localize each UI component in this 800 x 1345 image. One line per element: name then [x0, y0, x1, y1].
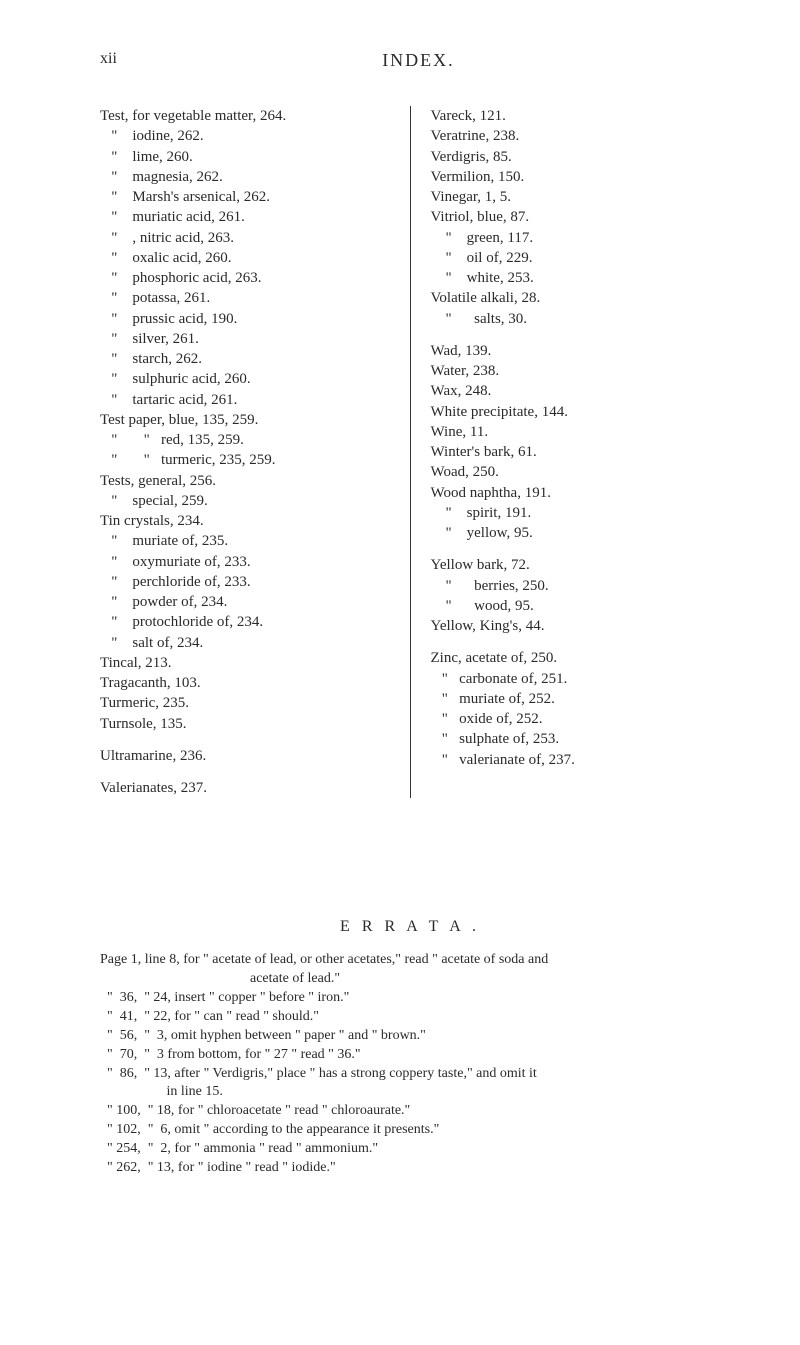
errata-entry: " 86, " 13, after " Verdigris," place " …	[100, 1065, 720, 1084]
errata-section: E R R A T A . Page 1, line 8, for " acet…	[100, 918, 720, 1178]
section-gap	[100, 766, 390, 778]
page-header: xii INDEX.	[100, 50, 720, 71]
index-entry: Winter's bark, 61.	[431, 442, 721, 462]
errata-entry: in line 15.	[100, 1083, 720, 1102]
errata-intro-cont: acetate of lead."	[100, 970, 720, 989]
index-entry: " oxymuriate of, 233.	[100, 552, 390, 572]
index-entry: " " red, 135, 259.	[100, 430, 390, 450]
left-column: Test, for vegetable matter, 264. " iodin…	[100, 106, 390, 798]
index-entry: " oxide of, 252.	[431, 709, 721, 729]
errata-entry: " 100, " 18, for " chloroacetate " read …	[100, 1102, 720, 1121]
errata-entry: " 70, " 3 from bottom, for " 27 " read "…	[100, 1046, 720, 1065]
index-entry: Vermilion, 150.	[431, 167, 721, 187]
index-entry: " " turmeric, 235, 259.	[100, 450, 390, 470]
index-entry: " protochloride of, 234.	[100, 612, 390, 632]
index-entry: " , nitric acid, 263.	[100, 228, 390, 248]
index-entry: Test, for vegetable matter, 264.	[100, 106, 390, 126]
page-number: xii	[100, 50, 117, 71]
index-entry: " lime, 260.	[100, 147, 390, 167]
section-gap	[431, 636, 721, 648]
errata-lines: " 36, " 24, insert " copper " before " i…	[100, 989, 720, 1178]
index-entry: Zinc, acetate of, 250.	[431, 648, 721, 668]
index-entry: " oxalic acid, 260.	[100, 248, 390, 268]
right-column: Vareck, 121.Veratrine, 238.Verdigris, 85…	[431, 106, 721, 798]
index-entry: " magnesia, 262.	[100, 167, 390, 187]
index-entry: Valerianates, 237.	[100, 778, 390, 798]
index-entry: " green, 117.	[431, 228, 721, 248]
index-entry: Tin crystals, 234.	[100, 511, 390, 531]
index-entry: " starch, 262.	[100, 349, 390, 369]
index-entry: " muriate of, 252.	[431, 689, 721, 709]
index-entry: " potassa, 261.	[100, 288, 390, 308]
index-entry: " perchloride of, 233.	[100, 572, 390, 592]
index-entry: " prussic acid, 190.	[100, 309, 390, 329]
index-entry: Vitriol, blue, 87.	[431, 207, 721, 227]
errata-title: E R R A T A .	[100, 918, 720, 936]
errata-entry: " 254, " 2, for " ammonia " read " ammon…	[100, 1140, 720, 1159]
errata-intro: Page 1, line 8, for " acetate of lead, o…	[100, 951, 720, 970]
index-entry: Vinegar, 1, 5.	[431, 187, 721, 207]
index-entry: Ultramarine, 236.	[100, 746, 390, 766]
index-entry: " oil of, 229.	[431, 248, 721, 268]
index-entry: " yellow, 95.	[431, 523, 721, 543]
index-entry: Yellow, King's, 44.	[431, 616, 721, 636]
errata-entry: " 41, " 22, for " can " read " should."	[100, 1008, 720, 1027]
index-entry: " sulphuric acid, 260.	[100, 369, 390, 389]
index-entry: " silver, 261.	[100, 329, 390, 349]
errata-entry: " 56, " 3, omit hyphen between " paper "…	[100, 1027, 720, 1046]
index-columns: Test, for vegetable matter, 264. " iodin…	[100, 106, 720, 798]
index-entry: Verdigris, 85.	[431, 147, 721, 167]
index-entry: " Marsh's arsenical, 262.	[100, 187, 390, 207]
index-entry: Turnsole, 135.	[100, 714, 390, 734]
index-entry: Turmeric, 235.	[100, 693, 390, 713]
index-entry: Wax, 248.	[431, 381, 721, 401]
index-entry: Wine, 11.	[431, 422, 721, 442]
header-title: INDEX.	[382, 50, 455, 71]
index-entry: " valerianate of, 237.	[431, 750, 721, 770]
index-entry: Test paper, blue, 135, 259.	[100, 410, 390, 430]
index-entry: " powder of, 234.	[100, 592, 390, 612]
index-entry: " sulphate of, 253.	[431, 729, 721, 749]
section-gap	[431, 329, 721, 341]
index-entry: Veratrine, 238.	[431, 126, 721, 146]
index-entry: Tragacanth, 103.	[100, 673, 390, 693]
index-entry: Volatile alkali, 28.	[431, 288, 721, 308]
index-entry: Wad, 139.	[431, 341, 721, 361]
index-entry: " special, 259.	[100, 491, 390, 511]
section-gap	[431, 543, 721, 555]
index-entry: " iodine, 262.	[100, 126, 390, 146]
index-entry: Tests, general, 256.	[100, 471, 390, 491]
index-entry: Wood naphtha, 191.	[431, 483, 721, 503]
index-entry: " tartaric acid, 261.	[100, 390, 390, 410]
index-entry: " berries, 250.	[431, 576, 721, 596]
index-entry: " carbonate of, 251.	[431, 669, 721, 689]
index-entry: White precipitate, 144.	[431, 402, 721, 422]
index-entry: " spirit, 191.	[431, 503, 721, 523]
index-entry: Vareck, 121.	[431, 106, 721, 126]
errata-entry: " 36, " 24, insert " copper " before " i…	[100, 989, 720, 1008]
section-gap	[100, 734, 390, 746]
index-entry: " white, 253.	[431, 268, 721, 288]
index-entry: " wood, 95.	[431, 596, 721, 616]
index-entry: " muriate of, 235.	[100, 531, 390, 551]
index-entry: Yellow bark, 72.	[431, 555, 721, 575]
errata-entry: " 262, " 13, for " iodine " read " iodid…	[100, 1159, 720, 1178]
index-entry: " salts, 30.	[431, 309, 721, 329]
index-entry: " muriatic acid, 261.	[100, 207, 390, 227]
index-entry: Woad, 250.	[431, 462, 721, 482]
errata-entry: " 102, " 6, omit " according to the appe…	[100, 1121, 720, 1140]
index-entry: Water, 238.	[431, 361, 721, 381]
index-entry: " phosphoric acid, 263.	[100, 268, 390, 288]
index-entry: " salt of, 234.	[100, 633, 390, 653]
column-divider	[410, 106, 411, 798]
index-entry: Tincal, 213.	[100, 653, 390, 673]
